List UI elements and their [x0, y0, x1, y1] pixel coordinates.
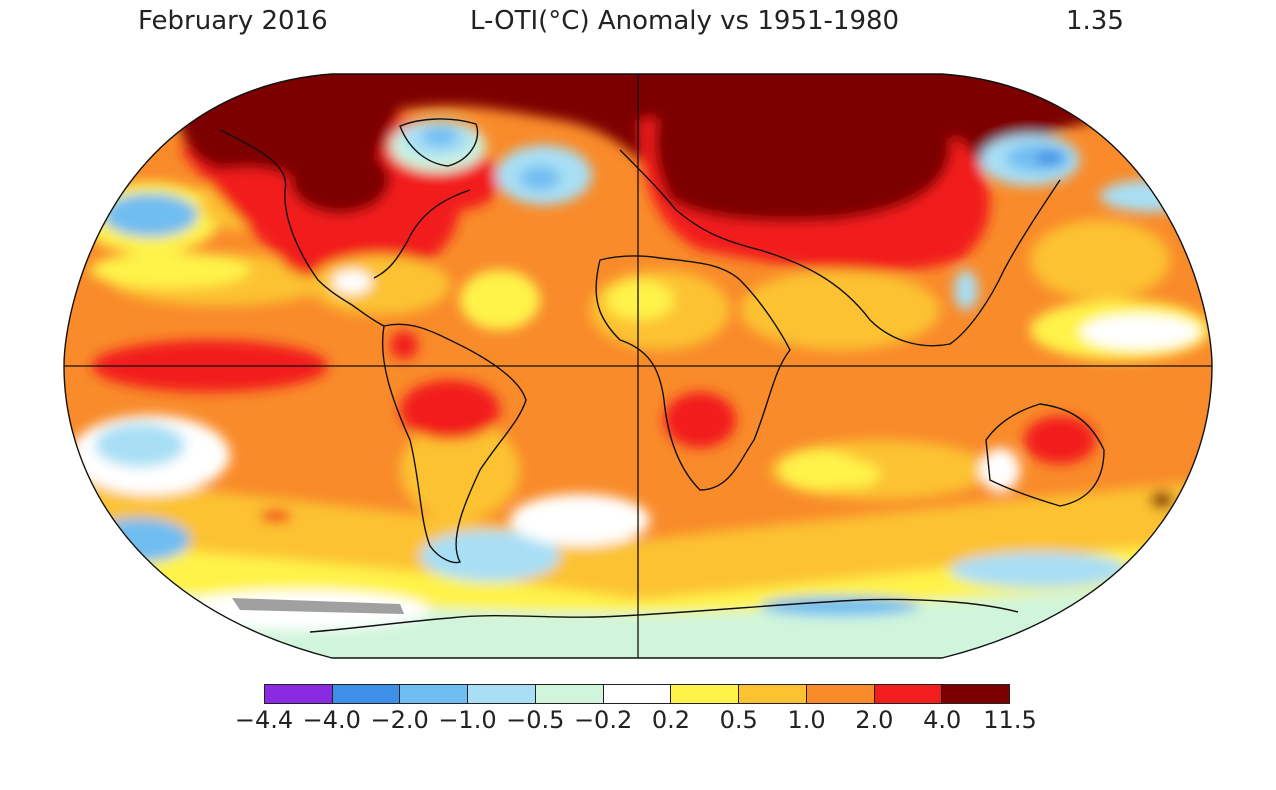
colorbar-tick-label: −2.0 — [370, 706, 429, 734]
colorbar-swatch — [874, 685, 943, 703]
field-west-pacific-neutral — [1080, 314, 1200, 350]
colorbar-tick-label: 11.5 — [983, 706, 1037, 734]
field-new-zealand-very-hot — [1150, 492, 1174, 508]
field-australia-hot — [1024, 416, 1096, 464]
field-south-ocean-colder — [760, 596, 920, 616]
field-pacific-mild — [90, 252, 250, 288]
field-east-asia-coldest — [1036, 151, 1064, 165]
no-data-region — [232, 598, 404, 614]
colorbar-swatch — [739, 685, 807, 703]
anomaly-field — [64, 74, 1212, 658]
field-sahara-mild — [606, 280, 674, 320]
field-southern-africa-hot — [664, 392, 736, 448]
colorbar-swatch — [332, 685, 401, 703]
coast-north-america-east — [373, 189, 471, 279]
field-iceland-colder — [520, 166, 560, 190]
anomaly-map — [63, 73, 1213, 659]
field-siberia-very-hot — [654, 104, 952, 222]
coast-greenland — [399, 118, 479, 167]
field-central-america-warm — [310, 255, 450, 315]
coast-north-america — [219, 129, 385, 327]
coast-africa — [595, 255, 791, 491]
colorbar-tick-label: 0.5 — [719, 706, 758, 734]
field-east-pacific-cold — [95, 423, 185, 467]
colorbar-swatch — [468, 685, 536, 703]
colorbar-tick-label: −1.0 — [438, 706, 497, 734]
field-south-ocean-cold-2 — [950, 552, 1130, 588]
map-title: L-OTI(°C) Anomaly vs 1951-1980 — [470, 6, 900, 36]
colorbar-swatch — [671, 685, 740, 703]
field-atlantic-mild — [460, 270, 540, 330]
field-west-australia-neutral — [980, 448, 1020, 492]
field-north-pacific-warm — [1030, 220, 1170, 300]
colorbar-swatch — [942, 685, 1010, 703]
coast-south-america — [381, 323, 527, 564]
field-atlantic-neutral — [510, 494, 650, 546]
field-caribbean-neutral — [332, 270, 372, 294]
colorbar-tick-label: −4.4 — [234, 706, 294, 734]
colorbar-tick-label: 1.0 — [787, 706, 826, 734]
coast-eurasia — [619, 149, 1061, 347]
field-greenland-colder — [422, 126, 458, 146]
map-date: February 2016 — [138, 6, 328, 36]
field-south-indian-mild — [780, 450, 860, 490]
colorbar-tick-label: 2.0 — [855, 706, 894, 734]
field-amazon-hot — [390, 331, 418, 359]
globe-outline — [63, 73, 1213, 659]
coast-australia — [985, 403, 1105, 507]
field-china-cold — [954, 270, 978, 310]
field-antarctic-cool — [64, 580, 1212, 658]
field-arabia-warm — [740, 270, 940, 350]
field-bering-cold — [1100, 180, 1200, 212]
field-atlantic-warm — [400, 420, 520, 520]
field-south-america-hot — [400, 380, 500, 440]
global-mean-value: 1.35 — [1066, 6, 1124, 36]
colorbar-swatch — [806, 685, 875, 703]
colorbar-tick-label: 0.2 — [651, 706, 690, 734]
colorbar-swatch — [265, 685, 333, 703]
field-south-ocean-cold-1 — [420, 530, 560, 582]
colorbar-swatch — [603, 685, 672, 703]
graticule — [64, 74, 1212, 658]
colorbar — [264, 684, 1010, 704]
colorbar-tick-label: 4.0 — [923, 706, 962, 734]
colorbar-tick-label: −0.5 — [506, 706, 565, 734]
coast-antarctica — [309, 598, 1019, 633]
field-north-pacific-colder — [102, 193, 198, 237]
field-south-pacific-colder — [90, 518, 190, 562]
field-south-pacific-hot — [260, 510, 292, 522]
colorbar-tick-label: −4.0 — [302, 706, 361, 734]
colorbar-swatch — [535, 685, 604, 703]
coastlines — [219, 118, 1105, 633]
field-canada-very-hot — [290, 146, 390, 214]
colorbar-tick-label: −0.2 — [573, 706, 633, 734]
colorbar-swatch — [400, 685, 469, 703]
